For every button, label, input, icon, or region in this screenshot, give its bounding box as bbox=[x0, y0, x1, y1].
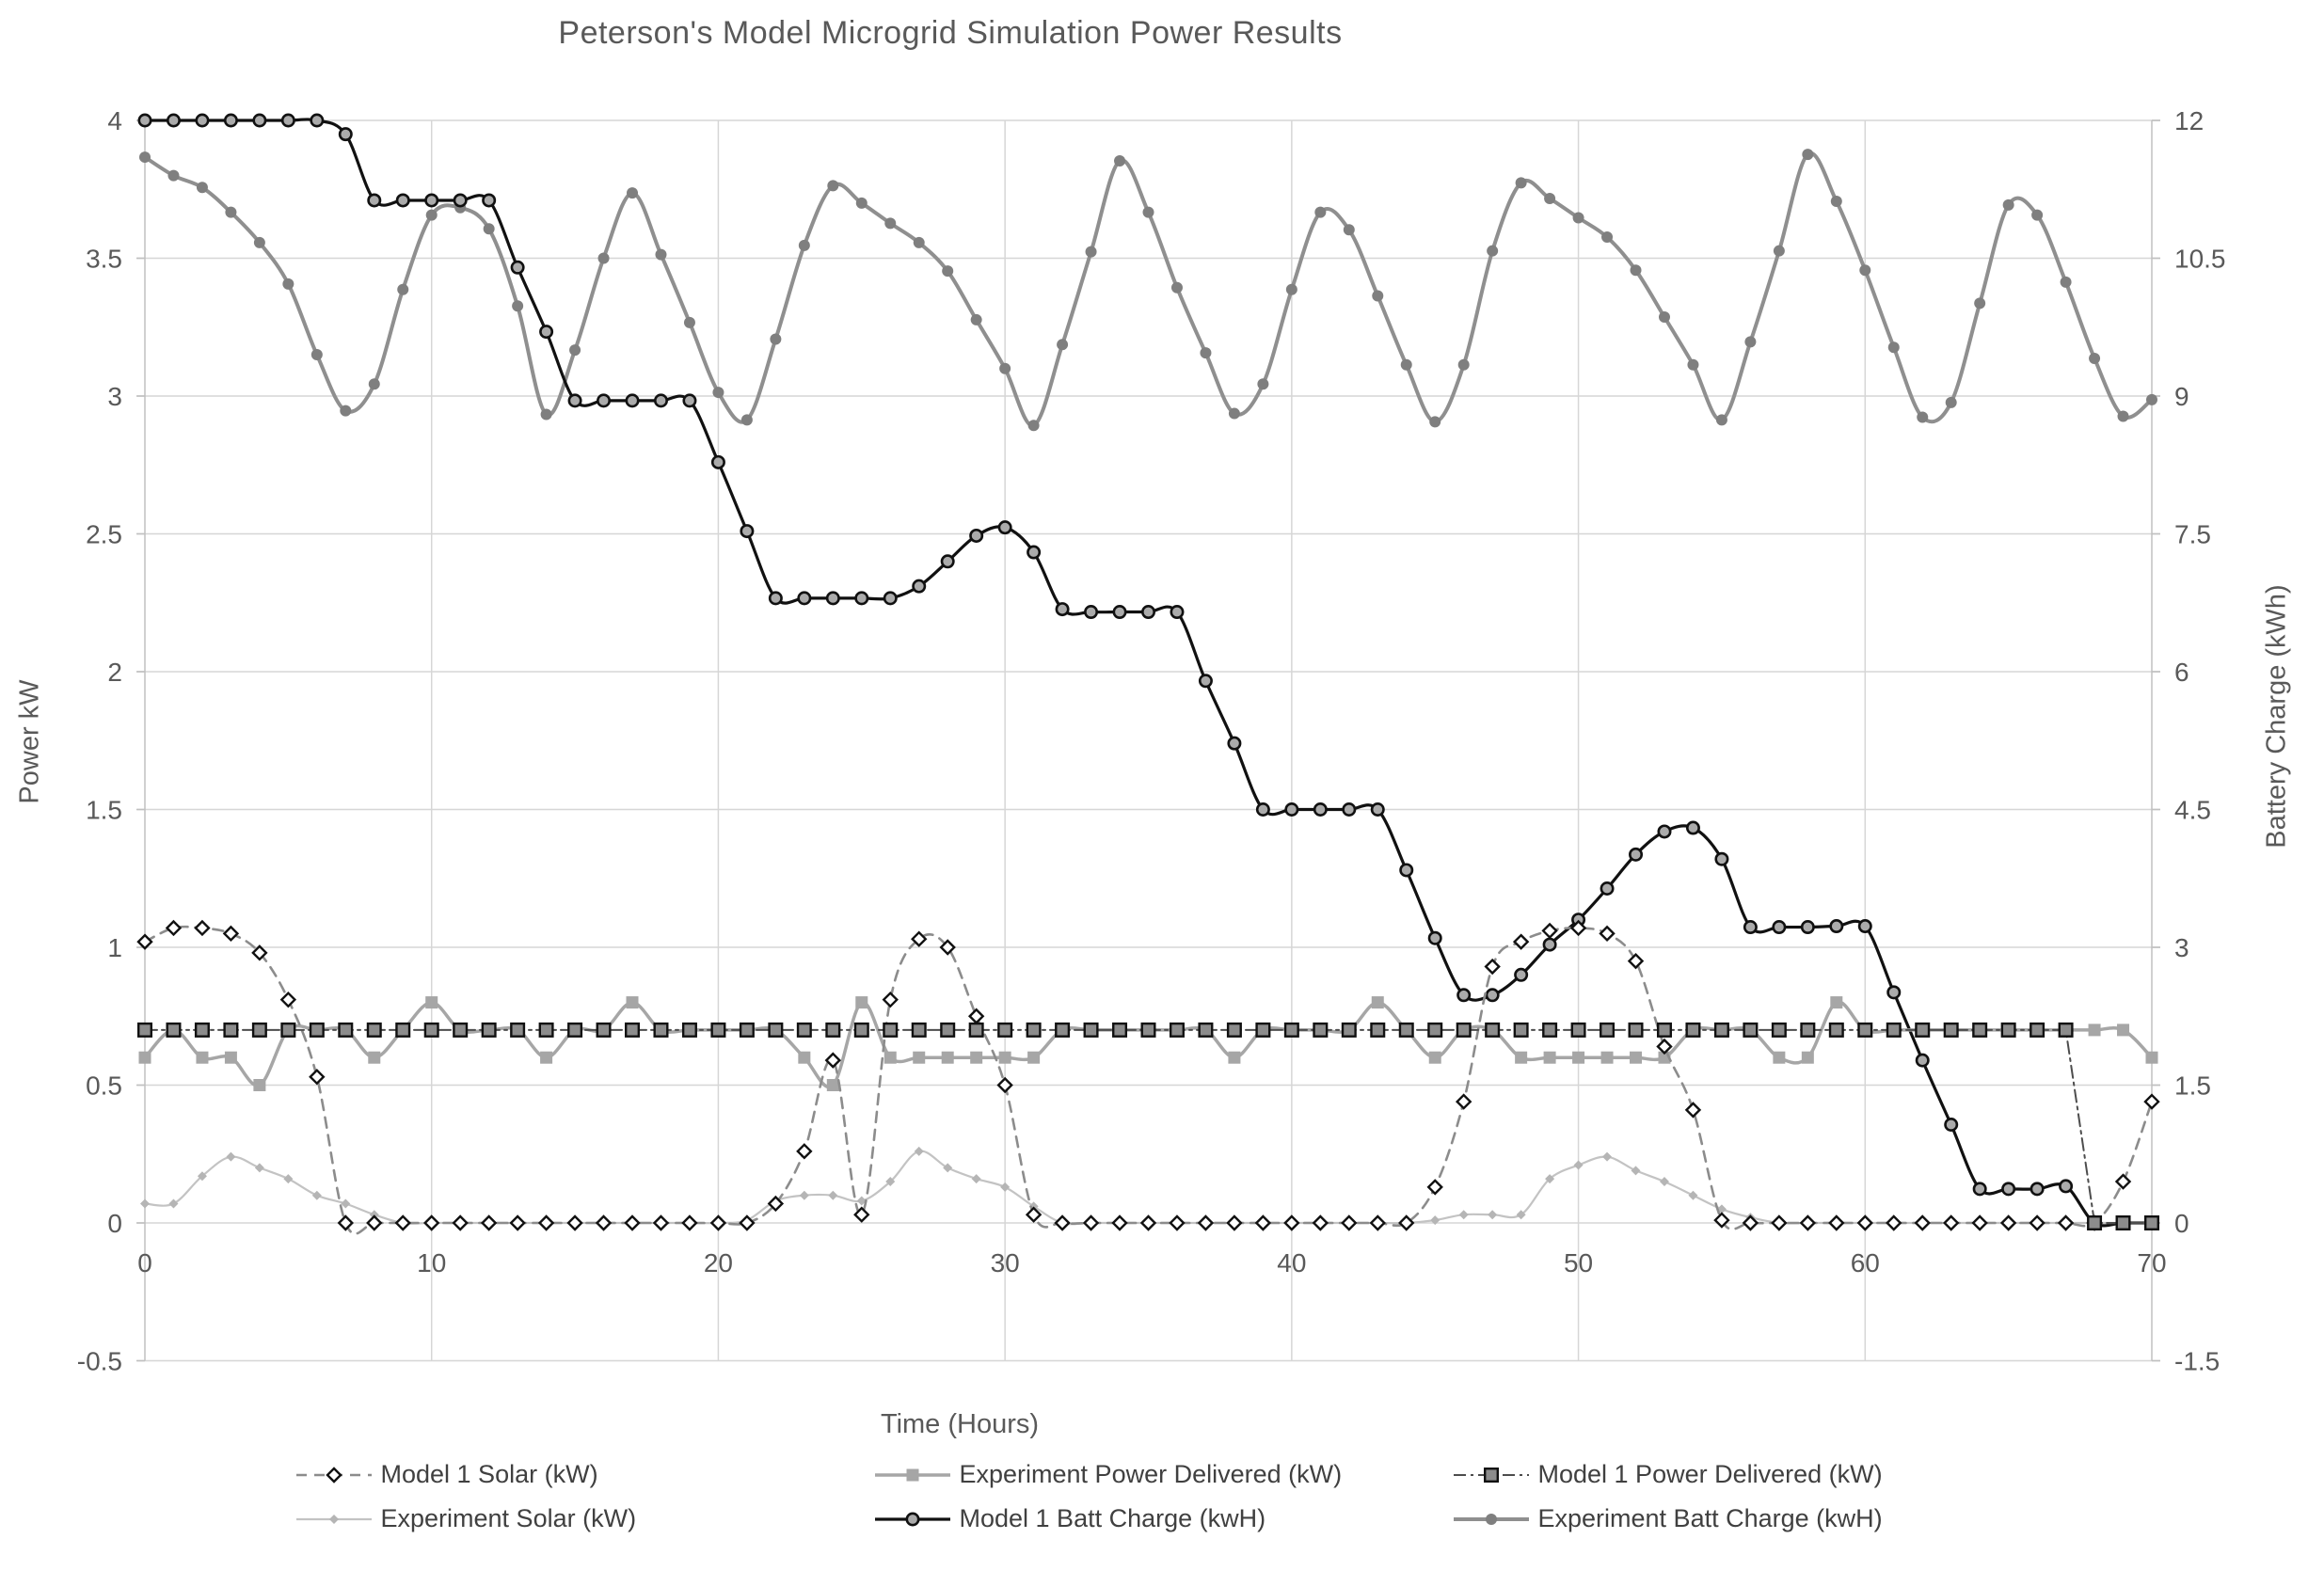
y-axis-left-title: Power kW bbox=[14, 679, 45, 804]
svg-text:0: 0 bbox=[2174, 1209, 2189, 1238]
legend-marker-experiment-batt-icon bbox=[1452, 1507, 1531, 1531]
legend-marker-experiment-power-icon bbox=[873, 1463, 952, 1487]
legend-row-1: Model 1 Solar (kW) Experiment Power Deli… bbox=[294, 1460, 2030, 1489]
svg-text:10.5: 10.5 bbox=[2174, 245, 2226, 274]
legend-label-experiment-power: Experiment Power Delivered (kW) bbox=[959, 1460, 1343, 1488]
legend-row-2: Experiment Solar (kW) Model 1 Batt Charg… bbox=[294, 1504, 2030, 1533]
x-axis-title: Time (Hours) bbox=[880, 1409, 1040, 1439]
svg-text:10: 10 bbox=[417, 1248, 446, 1277]
legend-item-experiment-batt: Experiment Batt Charge (kwH) bbox=[1452, 1504, 2030, 1533]
svg-text:-0.5: -0.5 bbox=[77, 1347, 122, 1376]
legend-item-model1-solar: Model 1 Solar (kW) bbox=[294, 1460, 873, 1489]
svg-text:7.5: 7.5 bbox=[2174, 520, 2211, 549]
legend: Model 1 Solar (kW) Experiment Power Deli… bbox=[0, 1460, 2324, 1533]
svg-text:50: 50 bbox=[1564, 1248, 1593, 1277]
series-experiment_batt bbox=[139, 149, 2157, 432]
svg-text:40: 40 bbox=[1277, 1248, 1306, 1277]
svg-text:4: 4 bbox=[107, 106, 122, 135]
legend-marker-model1-solar-icon bbox=[294, 1463, 374, 1487]
svg-text:0: 0 bbox=[137, 1248, 152, 1277]
legend-marker-experiment-solar-icon bbox=[294, 1507, 374, 1531]
svg-text:1.5: 1.5 bbox=[2174, 1071, 2211, 1101]
svg-text:4.5: 4.5 bbox=[2174, 796, 2211, 825]
svg-text:0.5: 0.5 bbox=[86, 1071, 122, 1101]
legend-label-experiment-batt: Experiment Batt Charge (kwH) bbox=[1537, 1504, 1883, 1532]
svg-text:1.5: 1.5 bbox=[86, 796, 122, 825]
series-model1_power bbox=[136, 1022, 2159, 1230]
y-axis-right-title: Battery Charge (kWh) bbox=[2261, 584, 2292, 849]
svg-text:20: 20 bbox=[704, 1248, 733, 1277]
svg-text:12: 12 bbox=[2174, 106, 2204, 135]
legend-label-model1-batt: Model 1 Batt Charge (kwH) bbox=[959, 1504, 1266, 1532]
legend-label-experiment-solar: Experiment Solar (kW) bbox=[380, 1504, 637, 1532]
legend-item-model1-batt: Model 1 Batt Charge (kwH) bbox=[873, 1504, 1452, 1533]
svg-text:2: 2 bbox=[107, 658, 122, 687]
svg-text:70: 70 bbox=[2137, 1248, 2166, 1277]
svg-text:3: 3 bbox=[2174, 933, 2189, 962]
series-experiment_power bbox=[138, 996, 2158, 1091]
legend-marker-model1-batt-icon bbox=[873, 1507, 952, 1531]
series-model1_solar bbox=[136, 919, 2160, 1235]
legend-item-model1-power: Model 1 Power Delivered (kW) bbox=[1452, 1460, 2030, 1489]
svg-text:30: 30 bbox=[991, 1248, 1020, 1277]
legend-item-experiment-solar: Experiment Solar (kW) bbox=[294, 1504, 873, 1533]
svg-text:0: 0 bbox=[107, 1209, 122, 1238]
legend-marker-model1-power-icon bbox=[1452, 1463, 1531, 1487]
svg-text:9: 9 bbox=[2174, 382, 2189, 411]
legend-label-model1-solar: Model 1 Solar (kW) bbox=[380, 1460, 598, 1488]
legend-label-model1-power: Model 1 Power Delivered (kW) bbox=[1537, 1460, 1883, 1488]
svg-text:3: 3 bbox=[107, 382, 122, 411]
chart-title: Peterson's Model Microgrid Simulation Po… bbox=[558, 15, 1343, 51]
svg-text:2.5: 2.5 bbox=[86, 520, 122, 549]
svg-text:60: 60 bbox=[1851, 1248, 1880, 1277]
svg-text:3.5: 3.5 bbox=[86, 245, 122, 274]
svg-text:1: 1 bbox=[107, 933, 122, 962]
svg-text:6: 6 bbox=[2174, 658, 2189, 687]
svg-text:-1.5: -1.5 bbox=[2174, 1347, 2220, 1376]
legend-item-experiment-power: Experiment Power Delivered (kW) bbox=[873, 1460, 1452, 1489]
